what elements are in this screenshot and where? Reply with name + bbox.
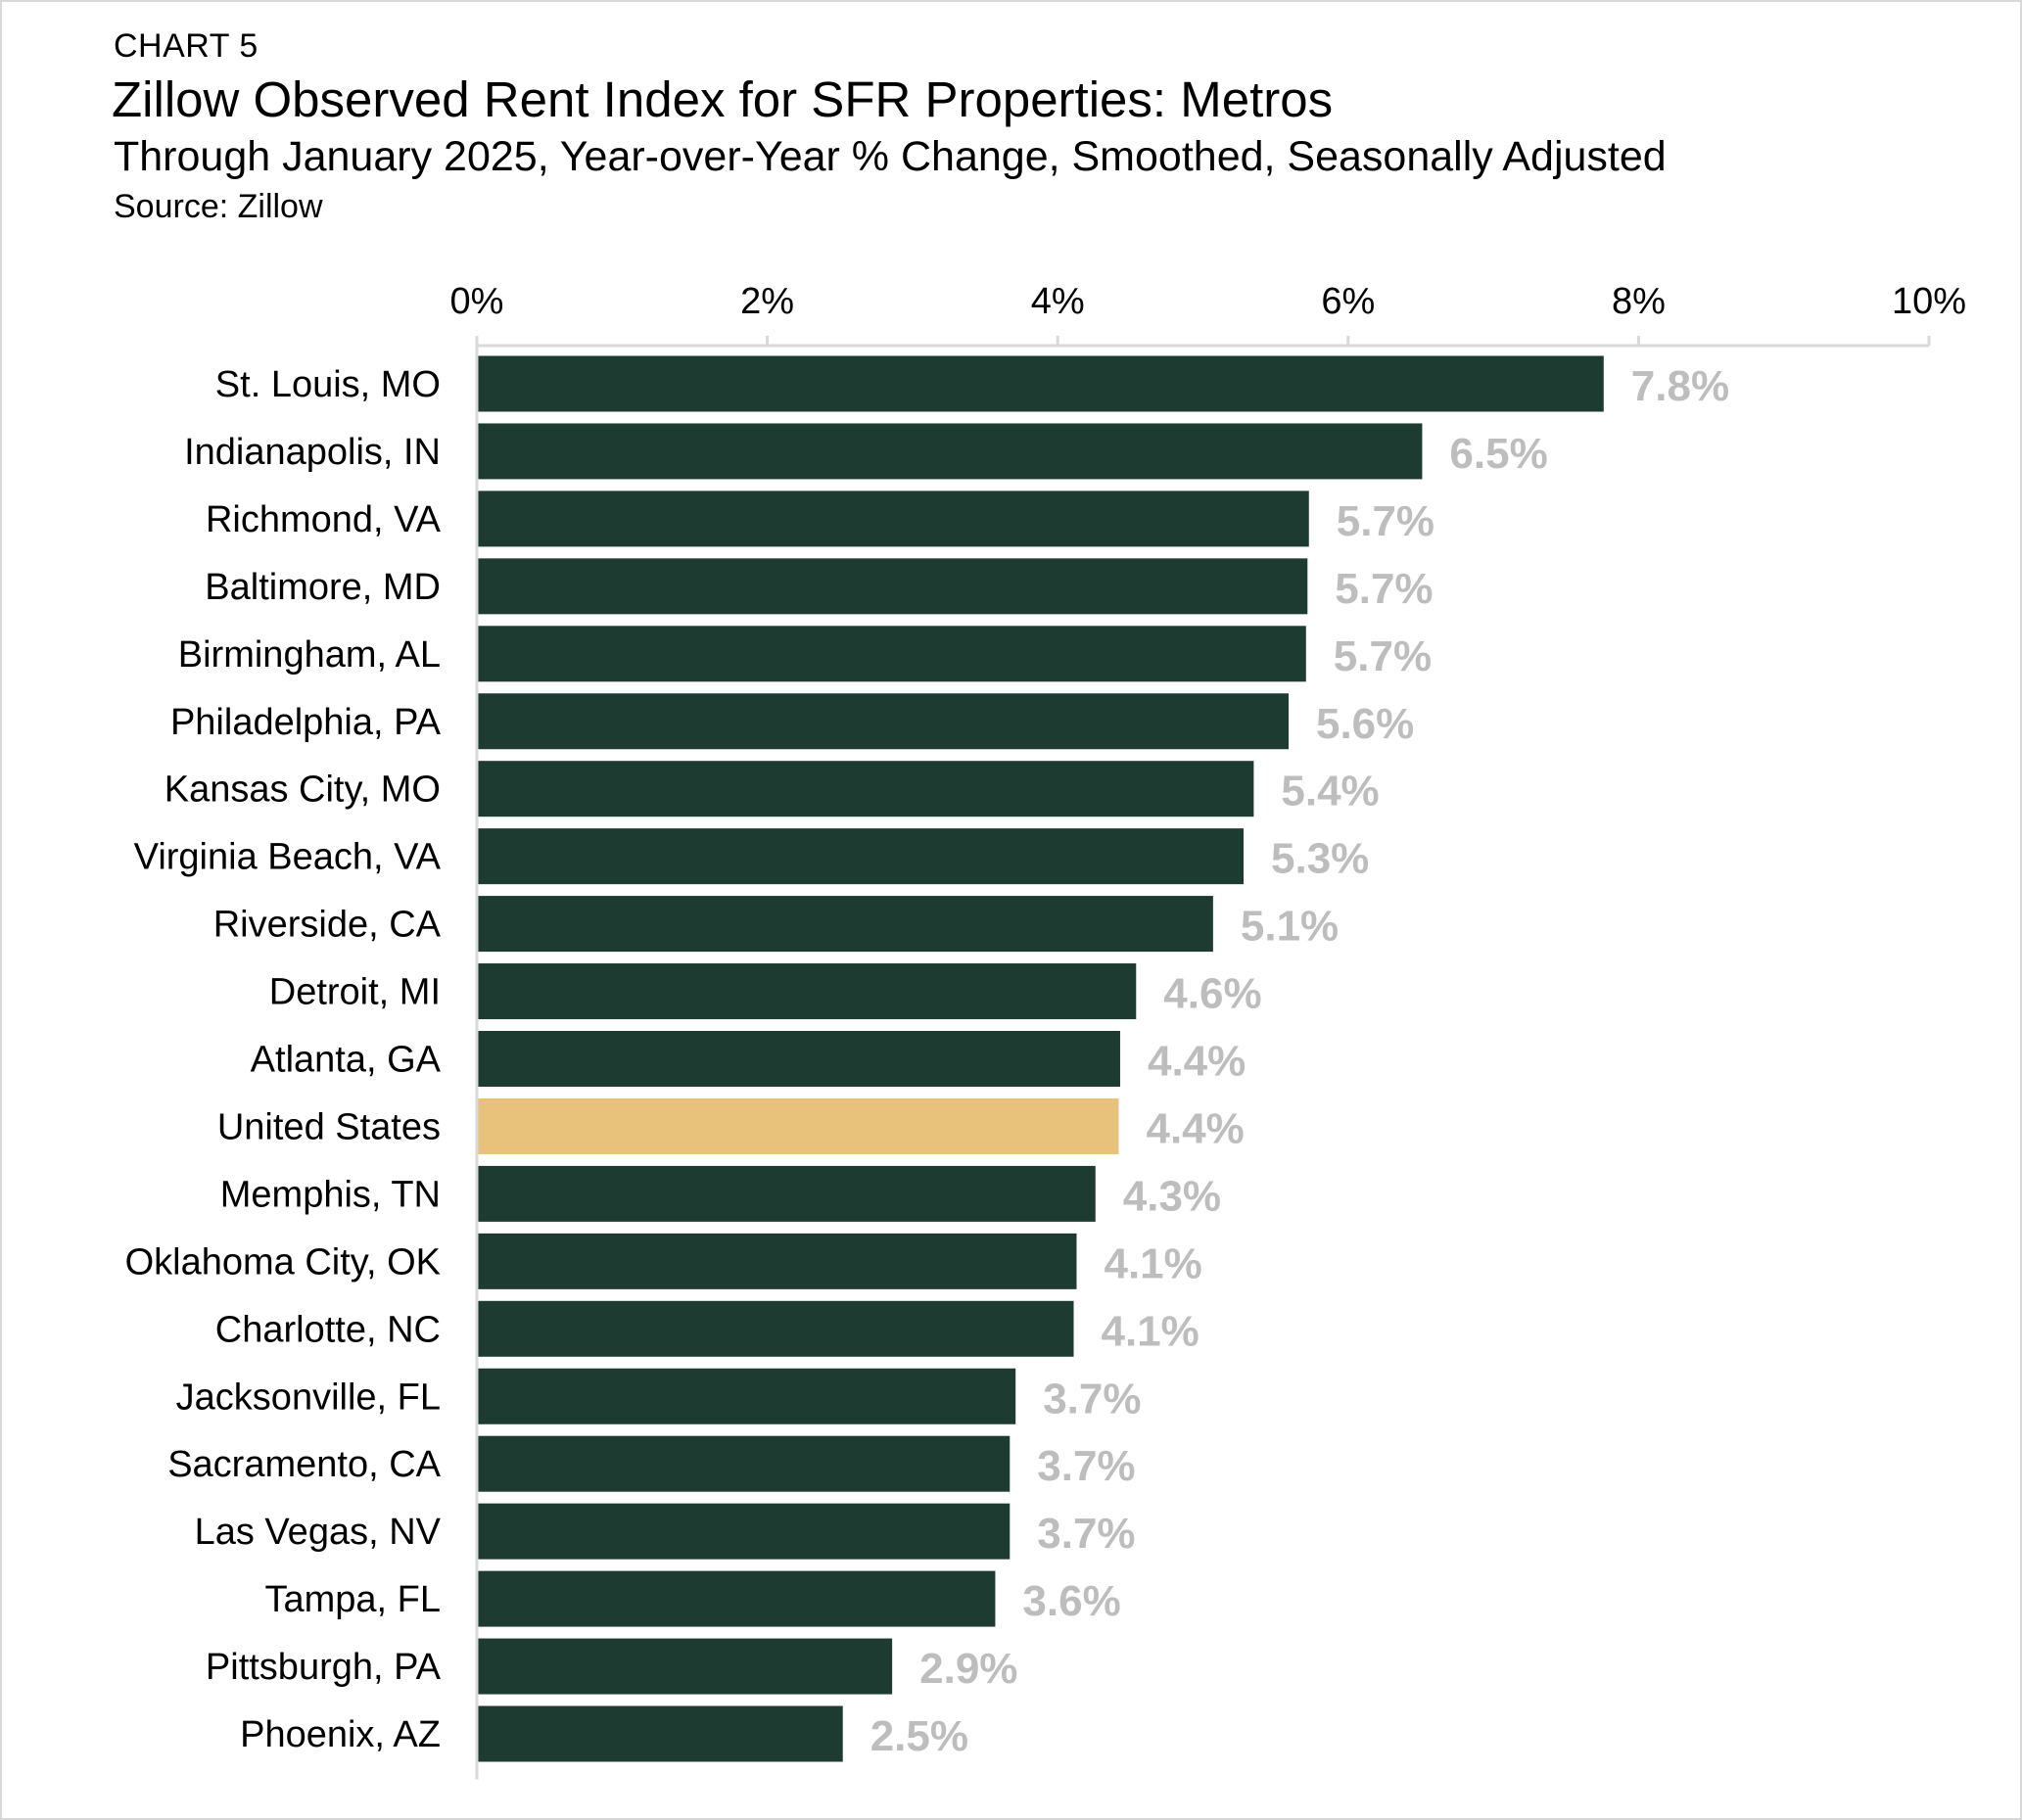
chart-title: Zillow Observed Rent Index for SFR Prope… [112,71,1334,127]
category-label: Kansas City, MO [165,770,441,811]
data-label: 4.1% [1102,1307,1199,1355]
data-label: 2.5% [870,1712,968,1760]
category-label: Las Vegas, NV [195,1512,442,1553]
category-label: St. Louis, MO [215,364,441,405]
data-label: 6.5% [1449,430,1547,478]
chart-subtitle: Through January 2025, Year-over-Year % C… [114,133,1667,180]
category-label: Baltimore, MD [205,567,441,608]
data-label: 3.7% [1037,1442,1135,1490]
bar [478,1503,1011,1560]
data-label: 3.6% [1022,1577,1120,1625]
category-label: Jacksonville, FL [176,1377,441,1418]
bar [478,761,1254,817]
bar [478,1570,996,1627]
bar [478,1638,893,1695]
x-tick-label: 8% [1612,281,1666,322]
chart-source: Source: Zillow [114,188,323,225]
category-label: Oklahoma City, OK [125,1241,441,1283]
data-label: 5.1% [1241,903,1339,951]
category-label: Atlanta, GA [251,1040,442,1081]
data-label: 5.4% [1281,768,1379,816]
bar-series [478,355,1604,1762]
bar [478,1165,1096,1222]
x-tick-label: 4% [1031,281,1085,322]
bar [478,355,1604,412]
bar [478,1705,843,1762]
data-label: 3.7% [1043,1375,1141,1423]
category-label: Indianapolis, IN [184,432,441,473]
bar [478,1435,1011,1492]
category-label: Pittsburgh, PA [206,1647,442,1688]
bar-highlight [478,1097,1119,1154]
data-labels: 7.8% 6.5% 5.7% 5.7% 5.7% 5.6% 5.4% 5.3% 5.1% 4.6%… [870,362,1729,1760]
data-label: 5.7% [1334,632,1432,680]
bar [478,558,1308,615]
data-label: 4.3% [1123,1172,1221,1220]
data-label: 5.6% [1316,700,1414,748]
data-label: 5.7% [1335,565,1433,613]
data-label: 3.7% [1037,1510,1135,1558]
data-label: 4.1% [1104,1239,1201,1287]
x-tick-label: 0% [450,281,504,322]
bar [478,1031,1120,1087]
x-tick-label: 6% [1321,281,1375,322]
bar [478,490,1309,547]
category-labels: St. Louis, MO Indianapolis, IN Richmond, V… [125,364,442,1755]
bar [478,896,1213,953]
data-label: 5.7% [1337,497,1434,545]
category-label: Birmingham, AL [178,634,441,676]
category-label: Philadelphia, PA [170,702,442,743]
x-tick-label: 2% [740,281,794,322]
category-label: Phoenix, AZ [240,1714,441,1755]
bar [478,423,1423,480]
bar [478,693,1289,750]
category-label: Detroit, MI [269,972,441,1013]
bar [478,626,1306,682]
category-label: United States [217,1106,441,1147]
category-label: Tampa, FL [264,1579,441,1620]
data-label: 2.9% [919,1645,1017,1693]
bar [478,1300,1074,1357]
data-label: 4.4% [1148,1038,1246,1086]
category-label: Riverside, CA [213,905,442,946]
x-axis: 0% 2% 4% 6% 8% 10% [450,281,1966,348]
chart-number-label: CHART 5 [114,27,259,65]
bar [478,963,1137,1020]
bar [478,828,1245,885]
category-label: Charlotte, NC [215,1309,441,1350]
data-label: 7.8% [1631,362,1729,410]
x-tick-label: 10% [1892,281,1966,322]
bar [478,1368,1016,1424]
bar [478,1233,1077,1289]
category-label: Richmond, VA [206,499,442,540]
data-label: 5.3% [1271,835,1369,883]
category-label: Virginia Beach, VA [134,837,442,878]
data-label: 4.6% [1163,970,1261,1018]
category-label: Sacramento, CA [167,1444,441,1485]
data-label: 4.4% [1146,1104,1244,1152]
category-label: Memphis, TN [220,1174,441,1215]
